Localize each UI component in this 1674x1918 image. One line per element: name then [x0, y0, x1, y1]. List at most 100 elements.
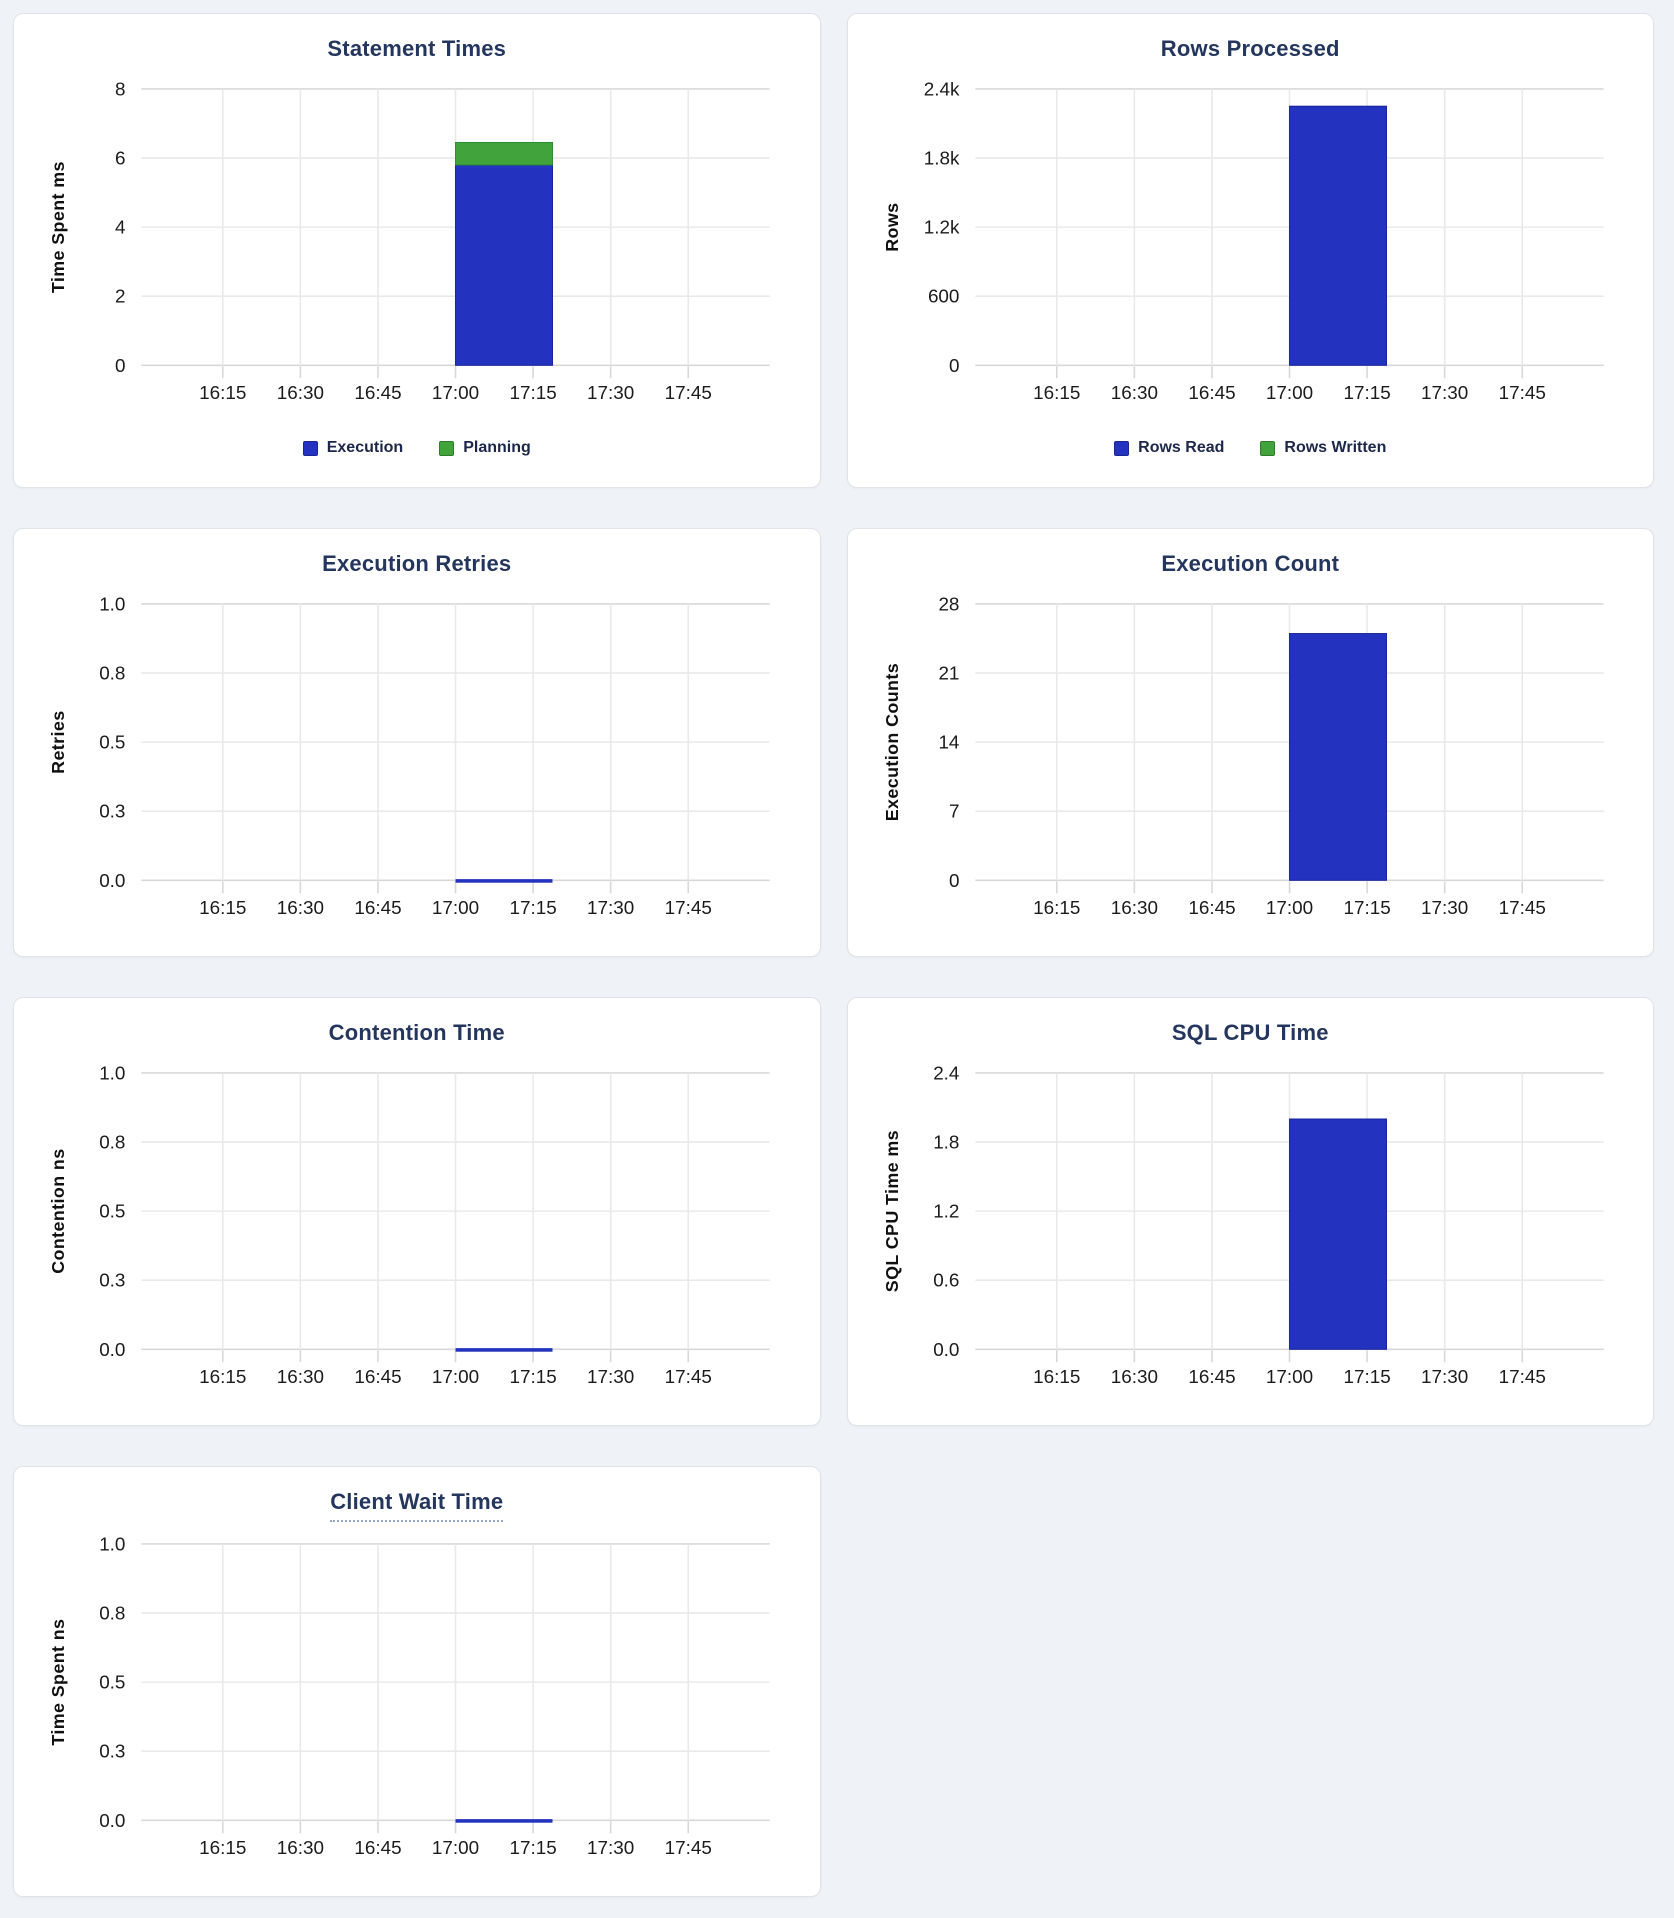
x-tick-label: 16:15 — [199, 1367, 246, 1388]
y-tick-label: 0 — [115, 356, 126, 377]
x-tick-label: 16:15 — [1033, 383, 1080, 404]
y-tick-label: 0.0 — [933, 1340, 959, 1361]
charts-grid: Statement Times 0 2 4 6 8 16:15 16:30 16:45 17:0… — [13, 13, 1654, 1898]
series-marks — [1288, 633, 1387, 881]
x-tick-label: 16:45 — [1188, 1367, 1235, 1388]
swatch-icon-rows-written — [1260, 440, 1276, 456]
plot-area[interactable] — [975, 89, 1603, 365]
y-tick-label: 0.8 — [99, 1604, 125, 1625]
card-contention-time: Contention Time 0.0 0.3 0.5 0.8 1.0 16:15 16:3… — [13, 997, 821, 1427]
y-tick-label: 0.3 — [99, 1742, 125, 1763]
tick-labels: 0 2 4 6 8 16:15 16:30 16:45 17:00 17:15 17:30 17:45 — [115, 79, 712, 404]
chart-title-text: Statement Times — [327, 36, 507, 61]
x-tick-label: 17:00 — [1265, 898, 1312, 919]
bar-rows-read — [1288, 105, 1387, 366]
tick-labels: 0.0 0.3 0.5 0.8 1.0 16:15 16:30 16:45 17:00 17:15… — [99, 594, 712, 919]
chart-title-tooltip-trigger[interactable]: Client Wait Time — [330, 1489, 504, 1523]
x-tick-label: 17:15 — [509, 1838, 556, 1859]
x-tick-label: 16:30 — [277, 1367, 324, 1388]
x-tick-label: 17:30 — [587, 898, 634, 919]
y-tick-label: 0 — [948, 356, 959, 377]
x-tick-label: 16:15 — [1033, 898, 1080, 919]
y-tick-label: 0.6 — [933, 1271, 959, 1292]
swatch-icon-rows-read — [1114, 440, 1130, 456]
y-tick-label: 1.0 — [99, 1063, 125, 1084]
y-tick-label: 2 — [115, 287, 126, 308]
x-tick-label: 17:30 — [587, 1367, 634, 1388]
plot-area[interactable] — [975, 604, 1603, 880]
sql-cpu-time-canvas[interactable]: 0.0 0.6 1.2 1.8 2.4 16:15 16:30 16:45 17:00 17:15… — [864, 1061, 1638, 1399]
x-tick-label: 17:30 — [1421, 383, 1468, 404]
series-marks — [455, 879, 553, 883]
y-tick-label: 8 — [115, 79, 126, 100]
chart-title-statement-times: Statement Times — [30, 36, 804, 67]
series-marks — [455, 141, 553, 366]
x-tick-label: 17:45 — [665, 1838, 712, 1859]
series-marks — [1288, 105, 1387, 366]
y-tick-label: 0.5 — [99, 1202, 125, 1223]
plot-area[interactable] — [141, 1544, 769, 1820]
plot-area[interactable] — [975, 1073, 1603, 1349]
statement-times-canvas[interactable]: 0 2 4 6 8 16:15 16:30 16:45 17:00 17:15 17:30 17:45… — [30, 77, 804, 415]
x-tick-label: 16:45 — [354, 383, 401, 404]
y-tick-label: 0.5 — [99, 1673, 125, 1694]
x-tick-label: 17:15 — [509, 383, 556, 404]
legend-item-rows-read: Rows Read — [1114, 439, 1224, 457]
x-tick-label: 17:15 — [1343, 1367, 1390, 1388]
rows-processed-canvas[interactable]: 0 600 1.2k 1.8k 2.4k 16:15 16:30 16:45 17:00 17:1… — [864, 77, 1638, 415]
card-execution-retries: Execution Retries 0.0 0.3 0.5 0.8 1.0 16:15 16… — [13, 528, 821, 958]
sql-cpu-time-chart[interactable]: 0.0 0.6 1.2 1.8 2.4 16:15 16:30 16:45 17:00 17:15… — [864, 1061, 1638, 1399]
y-tick-label: 1.8 — [933, 1133, 959, 1154]
x-tick-label: 16:30 — [277, 383, 324, 404]
series-marks — [455, 1819, 553, 1823]
card-sql-cpu-time: SQL CPU Time 0.0 0.6 1.2 1.8 2.4 16:15 16:30 16… — [846, 997, 1654, 1427]
y-tick-label: 4 — [115, 218, 126, 239]
zero-value-line — [455, 1348, 553, 1352]
legend-item-execution: Execution — [302, 439, 403, 457]
x-tick-label: 17:30 — [1421, 1367, 1468, 1388]
x-tick-label: 16:45 — [1188, 383, 1235, 404]
chart-title-client-wait-time: Client Wait Time — [30, 1489, 804, 1523]
x-tick-label: 16:15 — [199, 898, 246, 919]
swatch-icon-execution — [302, 440, 318, 456]
plot-area[interactable] — [141, 89, 769, 365]
client-wait-time-canvas[interactable]: 0.0 0.3 0.5 0.8 1.0 16:15 16:30 16:45 17:00 17:15… — [30, 1532, 804, 1870]
rows-processed-chart[interactable]: 0 600 1.2k 1.8k 2.4k 16:15 16:30 16:45 17:00 17:1… — [864, 77, 1638, 415]
x-tick-label: 17:45 — [1498, 383, 1545, 404]
zero-value-line — [455, 879, 553, 883]
chart-title-execution-count: Execution Count — [864, 551, 1638, 582]
y-axis-label: Rows — [881, 202, 901, 251]
x-tick-label: 17:15 — [509, 898, 556, 919]
tick-labels: 0 7 14 21 28 16:15 16:30 16:45 17:00 17:15 17:30 17… — [938, 594, 1545, 919]
contention-time-chart[interactable]: 0.0 0.3 0.5 0.8 1.0 16:15 16:30 16:45 17:00 17:15… — [30, 1061, 804, 1399]
client-wait-time-chart[interactable]: 0.0 0.3 0.5 0.8 1.0 16:15 16:30 16:45 17:00 17:15… — [30, 1532, 804, 1870]
x-tick-label: 17:45 — [1498, 898, 1545, 919]
contention-time-canvas[interactable]: 0.0 0.3 0.5 0.8 1.0 16:15 16:30 16:45 17:00 17:15… — [30, 1061, 804, 1399]
execution-retries-chart[interactable]: 0.0 0.3 0.5 0.8 1.0 16:15 16:30 16:45 17:00 17:15… — [30, 592, 804, 930]
execution-retries-canvas[interactable]: 0.0 0.3 0.5 0.8 1.0 16:15 16:30 16:45 17:00 17:15… — [30, 592, 804, 930]
y-tick-label: 1.0 — [99, 1534, 125, 1555]
chart-title-sql-cpu-time: SQL CPU Time — [864, 1020, 1638, 1051]
x-tick-label: 17:30 — [587, 383, 634, 404]
x-tick-label: 17:45 — [665, 898, 712, 919]
execution-count-canvas[interactable]: 0 7 14 21 28 16:15 16:30 16:45 17:00 17:15 17:30 17… — [864, 592, 1638, 930]
tick-labels: 0.0 0.3 0.5 0.8 1.0 16:15 16:30 16:45 17:00 17:15… — [99, 1534, 712, 1859]
series-marks — [1288, 1118, 1387, 1350]
x-tick-label: 16:15 — [199, 1838, 246, 1859]
execution-count-chart[interactable]: 0 7 14 21 28 16:15 16:30 16:45 17:00 17:15 17:30 17… — [864, 592, 1638, 930]
y-tick-label: 0.8 — [99, 664, 125, 685]
legend-label: Planning — [463, 439, 531, 457]
x-tick-label: 16:45 — [354, 898, 401, 919]
legend-item-planning: Planning — [439, 439, 531, 457]
statement-times-chart[interactable]: 0 2 4 6 8 16:15 16:30 16:45 17:00 17:15 17:30 17:45… — [30, 77, 804, 415]
y-tick-label: 2.4 — [933, 1063, 959, 1084]
tick-labels: 0.0 0.6 1.2 1.8 2.4 16:15 16:30 16:45 17:00 17:15… — [933, 1063, 1546, 1388]
y-tick-label: 6 — [115, 148, 126, 169]
y-tick-label: 0.8 — [99, 1133, 125, 1154]
plot-area[interactable] — [141, 1073, 769, 1349]
x-tick-label: 16:45 — [354, 1838, 401, 1859]
y-tick-label: 21 — [938, 664, 959, 685]
plot-area[interactable] — [141, 604, 769, 880]
y-axis-label: Time Spent ms — [48, 161, 68, 293]
